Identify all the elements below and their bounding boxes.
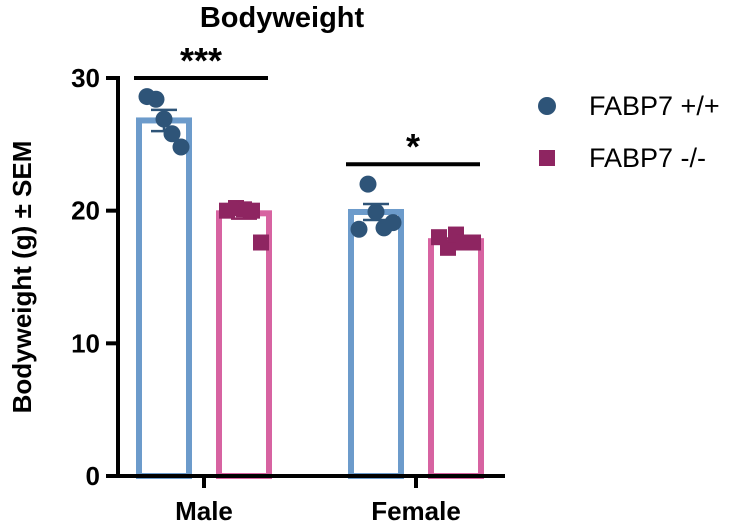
points-layer <box>138 88 481 256</box>
data-point-circle <box>384 214 402 232</box>
legend-item-0: FABP7 +/+ <box>538 91 720 121</box>
legend-label: FABP7 +/+ <box>589 91 720 121</box>
y-tick-label: 0 <box>86 461 100 491</box>
y-axis-label: Bodyweight (g) ± SEM <box>7 141 37 414</box>
bar-fabp7-male <box>216 210 272 479</box>
data-point-circle <box>172 138 190 156</box>
data-point-circle <box>359 175 377 193</box>
data-point-square <box>440 239 456 256</box>
legend: FABP7 +/+ FABP7 -/- <box>538 91 720 173</box>
y-tick-label: 10 <box>71 328 100 358</box>
data-point-circle <box>367 203 385 221</box>
bar-fabp7-female <box>428 238 484 479</box>
legend-label: FABP7 -/- <box>589 143 706 173</box>
data-point-circle <box>350 220 368 238</box>
axes-layer: 0 10 20 30 Male Female <box>71 63 505 524</box>
error-bars-layer <box>151 108 469 246</box>
y-tick-label: 20 <box>71 196 100 226</box>
legend-marker-circle <box>538 97 556 115</box>
data-point-square <box>465 234 481 251</box>
y-tick-label: 30 <box>71 63 100 93</box>
significance-label: * <box>406 126 420 167</box>
bars-layer <box>136 117 484 479</box>
data-point-square <box>244 202 260 219</box>
data-point-circle <box>163 125 181 143</box>
x-tick-label-male: Male <box>175 496 233 524</box>
legend-item-1: FABP7 -/- <box>539 143 706 173</box>
chart-title: Bodyweight <box>200 2 365 34</box>
significance-layer: **** <box>134 40 480 167</box>
bar-fabp7-female <box>348 208 404 479</box>
legend-marker-square <box>539 150 555 166</box>
bar-fabp7-male <box>136 117 192 479</box>
x-tick-label-female: Female <box>371 496 461 524</box>
data-point-square <box>253 234 269 251</box>
data-point-circle <box>155 110 173 128</box>
data-point-circle <box>147 90 165 108</box>
significance-label: *** <box>180 40 222 81</box>
